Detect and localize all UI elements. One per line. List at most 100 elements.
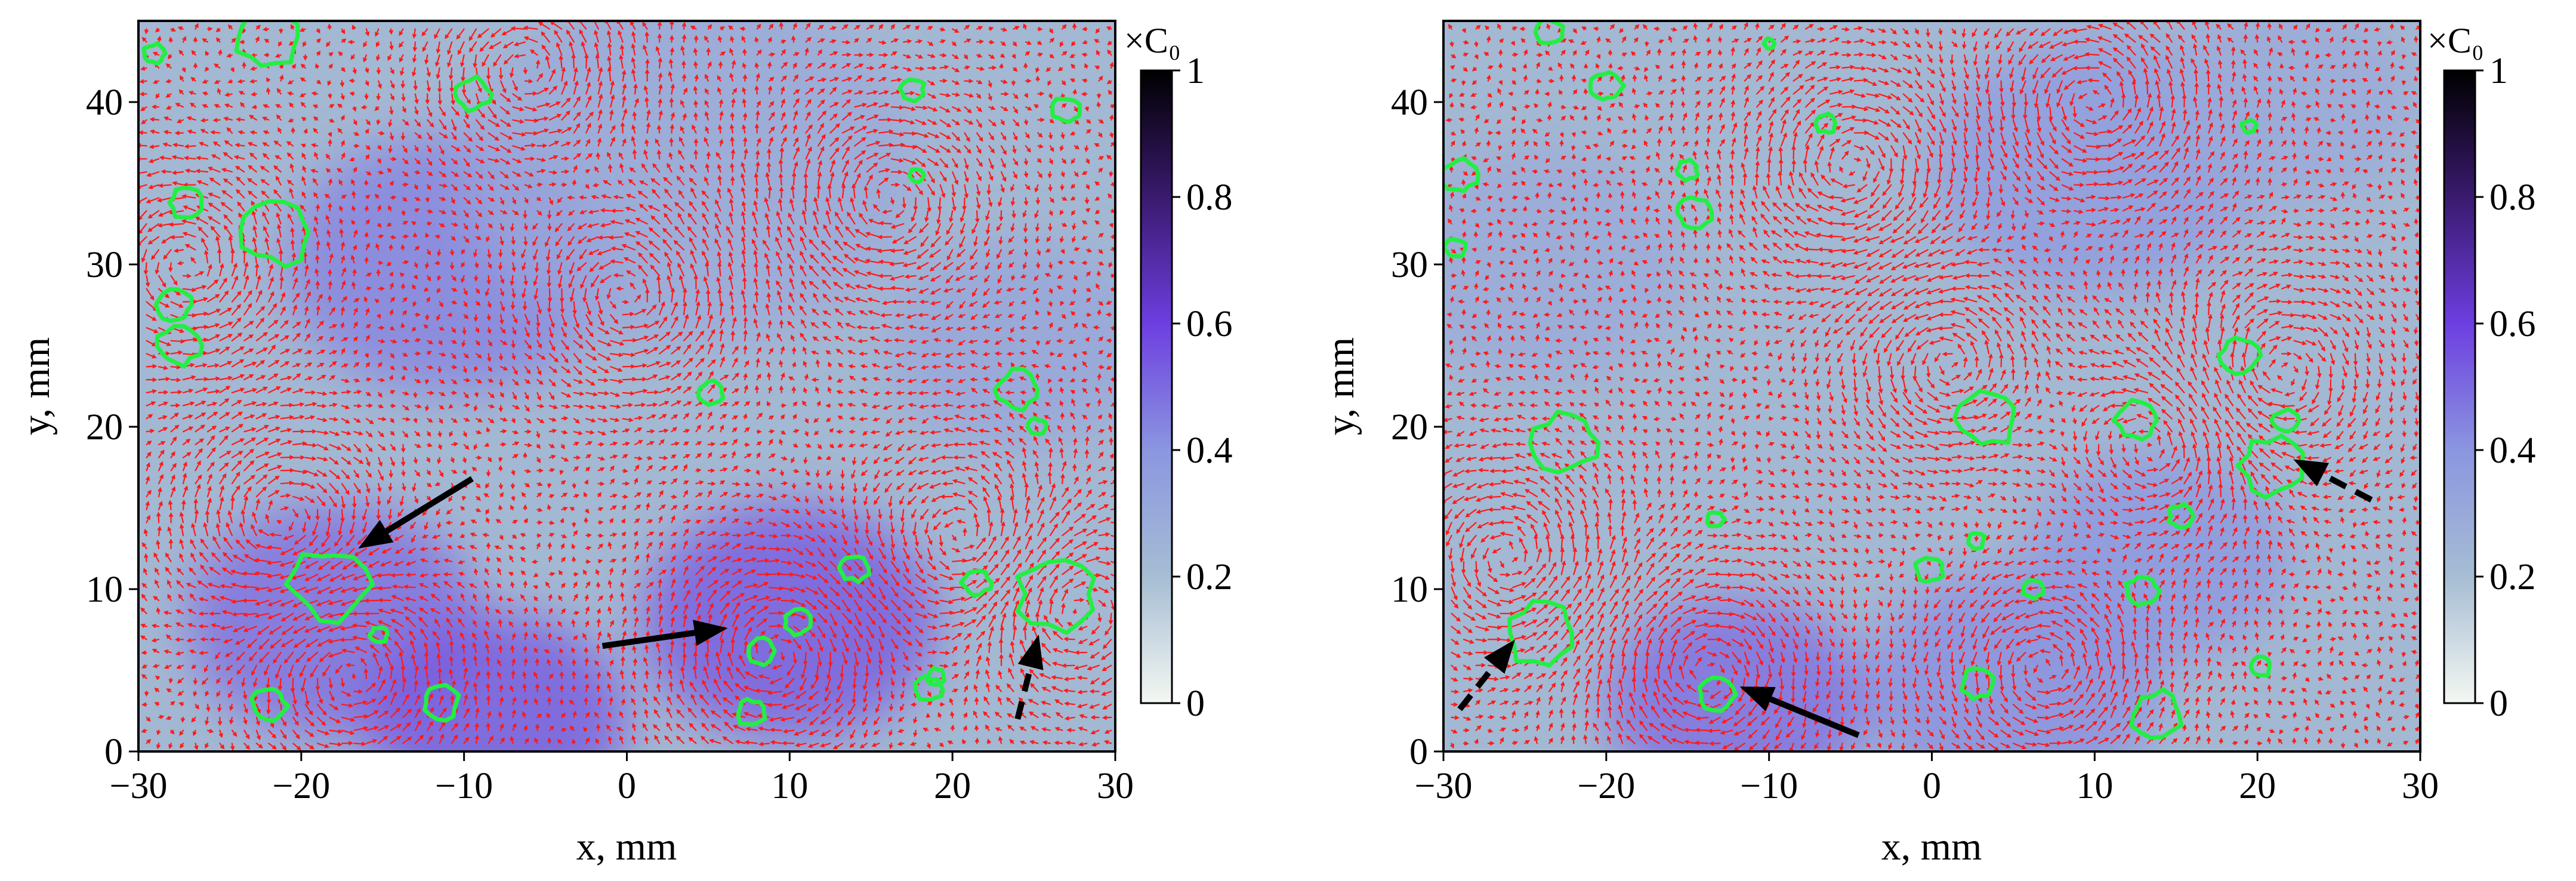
velocity-vector (954, 466, 965, 472)
velocity-vector (659, 401, 670, 406)
velocity-vector (994, 300, 1002, 305)
velocity-vector (695, 412, 703, 420)
x-tick-label: −20 (272, 766, 330, 806)
velocity-vector (498, 711, 502, 718)
velocity-vector (573, 139, 581, 147)
velocity-vector (329, 118, 335, 123)
velocity-vector (1086, 119, 1091, 124)
velocity-vector (1474, 282, 1479, 289)
velocity-vector (156, 729, 161, 735)
velocity-vector (427, 720, 433, 731)
velocity-vector (1048, 262, 1053, 270)
velocity-vector (341, 140, 345, 147)
velocity-vector (1524, 104, 1531, 109)
velocity-vector (1044, 364, 1051, 368)
velocity-vector (683, 489, 689, 498)
velocity-vector (141, 674, 147, 679)
velocity-vector (828, 652, 833, 667)
velocity-vector (1523, 223, 1528, 229)
velocity-vector (976, 53, 983, 58)
velocity-vector (339, 205, 343, 212)
velocity-vector (883, 365, 892, 370)
velocity-vector (1524, 297, 1529, 303)
velocity-vector (597, 353, 612, 361)
velocity-vector (340, 599, 355, 606)
velocity-vector (793, 547, 804, 555)
velocity-vector (1519, 312, 1526, 317)
velocity-vector (315, 254, 320, 264)
velocity-vector (146, 738, 152, 744)
velocity-vector (1526, 501, 1538, 510)
velocity-vector (908, 483, 917, 493)
velocity-vector (462, 495, 466, 501)
velocity-vector (1081, 53, 1088, 57)
velocity-vector (769, 347, 774, 355)
velocity-vector (439, 326, 445, 331)
velocity-vector (841, 127, 855, 134)
velocity-vector (680, 99, 685, 108)
velocity-vector (235, 539, 245, 550)
velocity-vector (243, 414, 255, 420)
velocity-vector (841, 112, 853, 121)
velocity-vector (973, 710, 978, 718)
velocity-vector (177, 691, 184, 696)
velocity-vector (175, 103, 184, 108)
velocity-vector (182, 414, 193, 420)
velocity-vector (622, 428, 630, 433)
velocity-vector (964, 54, 968, 60)
velocity-vector (218, 49, 223, 56)
velocity-vector (512, 696, 517, 706)
velocity-vector (424, 522, 428, 531)
velocity-vector (1445, 404, 1452, 409)
velocity-vector (399, 54, 404, 63)
velocity-vector (769, 112, 775, 121)
velocity-vector (463, 223, 468, 230)
velocity-vector (1000, 576, 1011, 589)
velocity-vector (881, 301, 892, 305)
velocity-vector (964, 607, 978, 614)
velocity-vector (547, 621, 551, 627)
velocity-vector (365, 307, 370, 316)
velocity-vector (243, 743, 251, 750)
velocity-vector (695, 531, 705, 537)
velocity-vector (500, 737, 505, 744)
velocity-vector (807, 704, 819, 711)
velocity-vector (168, 222, 184, 227)
velocity-vector (400, 132, 405, 141)
velocity-vector (476, 340, 480, 346)
velocity-vector (1486, 335, 1491, 341)
velocity-vector (842, 268, 856, 277)
velocity-vector (425, 93, 430, 105)
velocity-vector (337, 128, 343, 134)
velocity-vector (230, 569, 245, 575)
velocity-vector (413, 80, 418, 91)
velocity-vector (764, 212, 770, 225)
velocity-vector (439, 106, 446, 117)
velocity-vector (151, 104, 160, 109)
velocity-vector (301, 175, 306, 186)
velocity-vector (634, 518, 640, 523)
velocity-vector (732, 507, 739, 512)
velocity-vector (719, 138, 724, 147)
velocity-vector (1062, 589, 1069, 602)
velocity-vector (226, 127, 233, 134)
velocity-vector (695, 556, 703, 562)
velocity-vector (735, 740, 746, 744)
velocity-vector (768, 386, 772, 393)
velocity-vector (317, 639, 331, 647)
velocity-vector (980, 451, 990, 458)
velocity-vector (352, 635, 368, 640)
velocity-vector (730, 330, 735, 341)
velocity-vector (939, 599, 954, 605)
velocity-vector (632, 670, 637, 679)
velocity-vector (451, 469, 458, 474)
velocity-vector (915, 119, 927, 125)
velocity-vector (236, 664, 245, 675)
velocity-vector (536, 366, 542, 376)
velocity-vector (975, 210, 980, 223)
velocity-vector (1445, 118, 1452, 122)
velocity-vector (1477, 468, 1489, 473)
velocity-vector (353, 131, 360, 136)
velocity-vector (1110, 560, 1115, 564)
velocity-vector (801, 210, 807, 225)
